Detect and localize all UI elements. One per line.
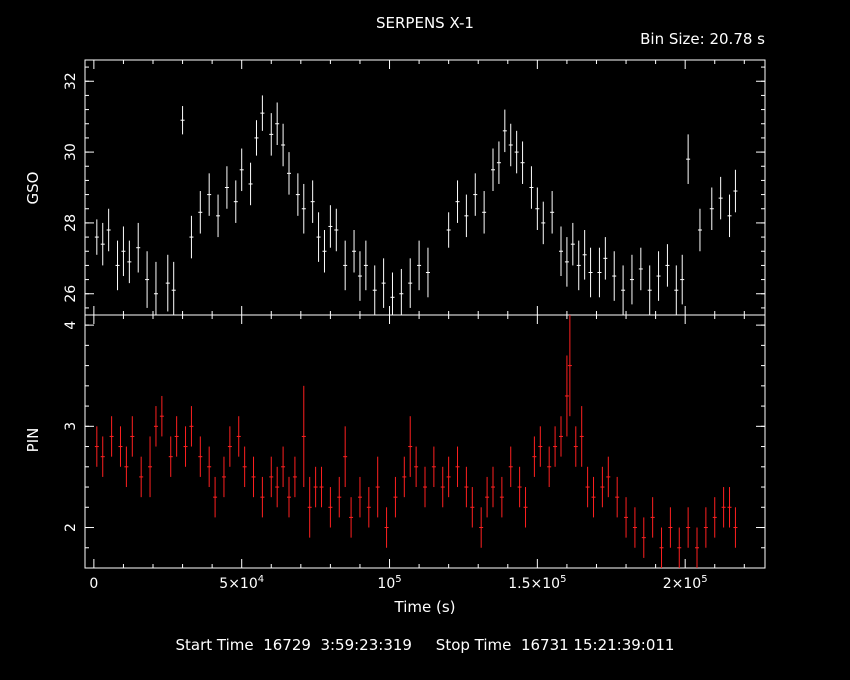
x-tick-label: 1.5×105 bbox=[508, 574, 566, 592]
y-tick-label: 3 bbox=[63, 422, 79, 431]
bottom-series bbox=[94, 315, 738, 568]
stop-time-value: 16731 15:21:39:011 bbox=[520, 636, 675, 654]
top-panel: 26 28 30 32 GSO bbox=[24, 59, 766, 316]
top-series bbox=[94, 95, 738, 315]
y-tick-label: 32 bbox=[63, 72, 79, 90]
y-tick-label: 26 bbox=[63, 285, 79, 303]
x-tick-label: 2×105 bbox=[663, 574, 708, 592]
bottom-panel: 2 3 4 PIN 0 5×104 105 1.5×105 2×105 Time (s) bbox=[24, 314, 766, 616]
bin-size-label: Bin Size: 20.78 s bbox=[640, 30, 765, 48]
y-tick-label: 28 bbox=[63, 214, 79, 232]
start-time-value: 16729 3:59:23:319 bbox=[263, 636, 412, 654]
y-tick-label: 2 bbox=[63, 523, 79, 532]
time-range-footer: Start Time 16729 3:59:23:319 Stop Time 1… bbox=[0, 636, 850, 654]
y-tick-label: 30 bbox=[63, 143, 79, 161]
x-axis-label: Time (s) bbox=[394, 598, 456, 616]
stop-time-label: Stop Time bbox=[435, 636, 512, 654]
bottom-frame bbox=[84, 314, 766, 569]
x-tick-label: 0 bbox=[89, 576, 98, 592]
chart-title: SERPENS X-1 bbox=[376, 14, 474, 32]
y-axis-label: GSO bbox=[24, 172, 42, 205]
y-tick-label: 4 bbox=[63, 321, 79, 330]
start-time-label: Start Time bbox=[175, 636, 254, 654]
x-tick-label: 5×104 bbox=[219, 574, 264, 592]
top-frame bbox=[84, 59, 766, 316]
x-tick-label: 105 bbox=[377, 574, 401, 592]
y-axis-label: PIN bbox=[24, 428, 42, 453]
